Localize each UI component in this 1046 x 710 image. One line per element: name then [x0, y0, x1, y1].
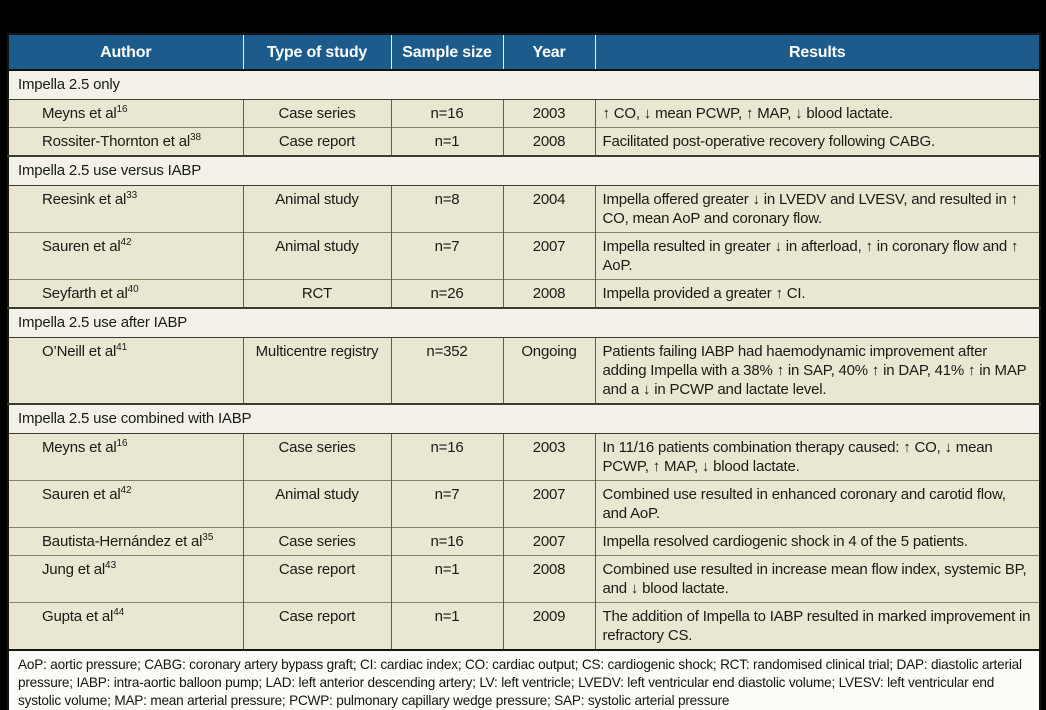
reference-superscript: 33	[126, 190, 138, 201]
year-cell: 2003	[502, 99, 595, 128]
header-row: Author Type of study Sample size Year Re…	[8, 34, 1040, 71]
reference-superscript: 16	[116, 438, 128, 449]
table-row: Meyns et al16 Case series n=16 2003 ↑ CO, ↓ …	[8, 99, 1040, 128]
table-row: O’Neill et al41 Multicentre registry n=352…	[8, 337, 1040, 404]
table-row: Rossiter-Thornton et al38 Case report n=1 2…	[8, 127, 1040, 156]
results-cell: Combined use resulted in enhanced corona…	[594, 480, 1040, 528]
results-cell: In 11/16 patients combination therapy ca…	[594, 433, 1040, 481]
results-cell: Impella offered greater ↓ in LVEDV and L…	[594, 185, 1040, 233]
type-cell: Case series	[242, 99, 391, 128]
column-header-results: Results	[594, 34, 1040, 71]
author-cell: Sauren et al42	[8, 480, 243, 528]
author-cell: Meyns et al16	[8, 433, 243, 481]
sample-cell: n=1	[390, 555, 503, 603]
results-cell: Facilitated post-operative recovery foll…	[594, 127, 1040, 156]
type-cell: Case series	[242, 433, 391, 481]
reference-superscript: 40	[127, 284, 139, 295]
reference-superscript: 42	[120, 237, 132, 248]
table-row: Jung et al43 Case report n=1 2008 Combined u…	[8, 555, 1040, 603]
section-title: Impella 2.5 use versus IABP	[8, 155, 1040, 186]
type-cell: RCT	[242, 279, 391, 308]
sample-cell: n=352	[390, 337, 503, 404]
author-cell: O’Neill et al41	[8, 337, 243, 404]
sample-cell: n=7	[390, 232, 503, 280]
sample-cell: n=26	[390, 279, 503, 308]
column-header-year: Year	[502, 34, 595, 71]
type-cell: Animal study	[242, 185, 391, 233]
column-header-author: Author	[8, 34, 243, 71]
section-title: Impella 2.5 only	[8, 69, 1040, 100]
table-row: Seyfarth et al40 RCT n=26 2008 Impella provi…	[8, 279, 1040, 308]
section-title: Impella 2.5 use after IABP	[8, 307, 1040, 338]
column-header-sample: Sample size	[390, 34, 503, 71]
year-cell: 2008	[502, 127, 595, 156]
sample-cell: n=7	[390, 480, 503, 528]
author-cell: Sauren et al42	[8, 232, 243, 280]
sample-cell: n=1	[390, 602, 503, 650]
results-cell: Impella resolved cardiogenic shock in 4 …	[594, 527, 1040, 556]
author-cell: Seyfarth et al40	[8, 279, 243, 308]
year-cell: Ongoing	[502, 337, 595, 404]
author-cell: Rossiter-Thornton et al38	[8, 127, 243, 156]
type-cell: Multicentre registry	[242, 337, 391, 404]
reference-superscript: 16	[116, 104, 128, 115]
study-table-container: Author Type of study Sample size Year Re…	[7, 33, 1041, 710]
year-cell: 2008	[502, 279, 595, 308]
reference-superscript: 44	[113, 607, 125, 618]
year-cell: 2007	[502, 527, 595, 556]
impella-studies-table: Author Type of study Sample size Year Re…	[7, 33, 1041, 710]
section-header-row: Impella 2.5 use versus IABP	[8, 155, 1040, 186]
abbreviations-footnote: AoP: aortic pressure; CABG: coronary art…	[8, 649, 1040, 710]
reference-superscript: 35	[202, 532, 214, 543]
type-cell: Animal study	[242, 232, 391, 280]
results-cell: Patients failing IABP had haemodynamic i…	[594, 337, 1040, 404]
reference-superscript: 38	[189, 132, 202, 143]
year-cell: 2009	[502, 602, 595, 650]
results-cell: The addition of Impella to IABP resulted…	[594, 602, 1040, 650]
section-header-row: Impella 2.5 use after IABP	[8, 307, 1040, 338]
type-cell: Case report	[242, 602, 391, 650]
year-cell: 2007	[502, 232, 595, 280]
table-header: Author Type of study Sample size Year Re…	[8, 34, 1040, 71]
table-footer: AoP: aortic pressure; CABG: coronary art…	[8, 649, 1040, 710]
table-row: Meyns et al16 Case series n=16 2003 In 11/16…	[8, 433, 1040, 481]
year-cell: 2003	[502, 433, 595, 481]
type-cell: Case report	[242, 127, 391, 156]
type-cell: Case series	[242, 527, 391, 556]
year-cell: 2004	[502, 185, 595, 233]
author-cell: Jung et al43	[8, 555, 243, 603]
reference-superscript: 42	[120, 485, 132, 496]
sample-cell: n=1	[390, 127, 503, 156]
sample-cell: n=16	[390, 527, 503, 556]
section-header-row: Impella 2.5 only	[8, 69, 1040, 100]
table-row: Sauren et al42 Animal study n=7 2007 Impella…	[8, 232, 1040, 280]
author-cell: Gupta et al44	[8, 602, 243, 650]
author-cell: Bautista-Hernández et al35	[8, 527, 243, 556]
sample-cell: n=16	[390, 433, 503, 481]
author-cell: Reesink et al33	[8, 185, 243, 233]
table-row: Sauren et al42 Animal study n=7 2007 Combine…	[8, 480, 1040, 528]
results-cell: ↑ CO, ↓ mean PCWP, ↑ MAP, ↓ blood lactat…	[594, 99, 1040, 128]
reference-superscript: 43	[105, 560, 117, 571]
results-cell: Impella resulted in greater ↓ in afterlo…	[594, 232, 1040, 280]
year-cell: 2007	[502, 480, 595, 528]
year-cell: 2008	[502, 555, 595, 603]
column-header-type: Type of study	[242, 34, 391, 71]
results-cell: Combined use resulted in increase mean f…	[594, 555, 1040, 603]
table-body: Impella 2.5 only Meyns et al16 Case series…	[8, 69, 1040, 650]
table-row: Reesink et al33 Animal study n=8 2004 Impell…	[8, 185, 1040, 233]
results-cell: Impella provided a greater ↑ CI.	[594, 279, 1040, 308]
sample-cell: n=16	[390, 99, 503, 128]
type-cell: Case report	[242, 555, 391, 603]
type-cell: Animal study	[242, 480, 391, 528]
table-row: Gupta et al44 Case report n=1 2009 The addit…	[8, 602, 1040, 650]
author-cell: Meyns et al16	[8, 99, 243, 128]
sample-cell: n=8	[390, 185, 503, 233]
section-title: Impella 2.5 use combined with IABP	[8, 403, 1040, 434]
footnote-row: AoP: aortic pressure; CABG: coronary art…	[8, 649, 1040, 710]
reference-superscript: 41	[116, 342, 128, 353]
section-header-row: Impella 2.5 use combined with IABP	[8, 403, 1040, 434]
table-row: Bautista-Hernández et al35 Case series n=1…	[8, 527, 1040, 556]
